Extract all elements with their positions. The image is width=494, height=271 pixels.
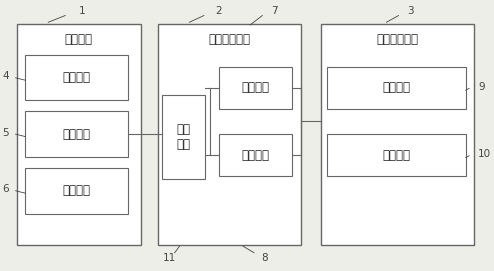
- Text: 4: 4: [2, 71, 9, 81]
- Text: 2: 2: [215, 7, 222, 17]
- Text: 5: 5: [2, 128, 9, 138]
- Text: 显示模块: 显示模块: [382, 81, 411, 94]
- Text: 3: 3: [408, 7, 414, 17]
- Bar: [321, 24, 474, 245]
- Text: 6: 6: [2, 185, 9, 194]
- Bar: [162, 95, 206, 179]
- Text: 9: 9: [478, 82, 485, 92]
- Text: 11: 11: [163, 253, 176, 263]
- Text: 8: 8: [261, 253, 268, 263]
- Text: 筛选模块: 筛选模块: [241, 81, 269, 94]
- Text: 1: 1: [79, 7, 85, 17]
- Bar: [327, 134, 466, 176]
- Text: 存储
模块: 存储 模块: [176, 123, 191, 151]
- Text: 7: 7: [271, 7, 278, 17]
- Text: 图像处理单元: 图像处理单元: [208, 33, 250, 46]
- Text: 平台模块: 平台模块: [62, 184, 90, 197]
- Bar: [25, 111, 127, 157]
- Text: 扫描单元: 扫描单元: [65, 33, 92, 46]
- Text: 分析模块: 分析模块: [241, 149, 269, 162]
- Text: 10: 10: [478, 149, 491, 159]
- Bar: [25, 55, 127, 101]
- Text: 诊断模块: 诊断模块: [382, 149, 411, 162]
- Bar: [218, 67, 291, 109]
- Bar: [17, 24, 141, 245]
- Text: 阅片诊断模块: 阅片诊断模块: [376, 33, 418, 46]
- Bar: [327, 67, 466, 109]
- Bar: [158, 24, 301, 245]
- Text: 采集模块: 采集模块: [62, 128, 90, 141]
- Bar: [25, 168, 127, 214]
- Text: 照明模块: 照明模块: [62, 71, 90, 84]
- Bar: [218, 134, 291, 176]
